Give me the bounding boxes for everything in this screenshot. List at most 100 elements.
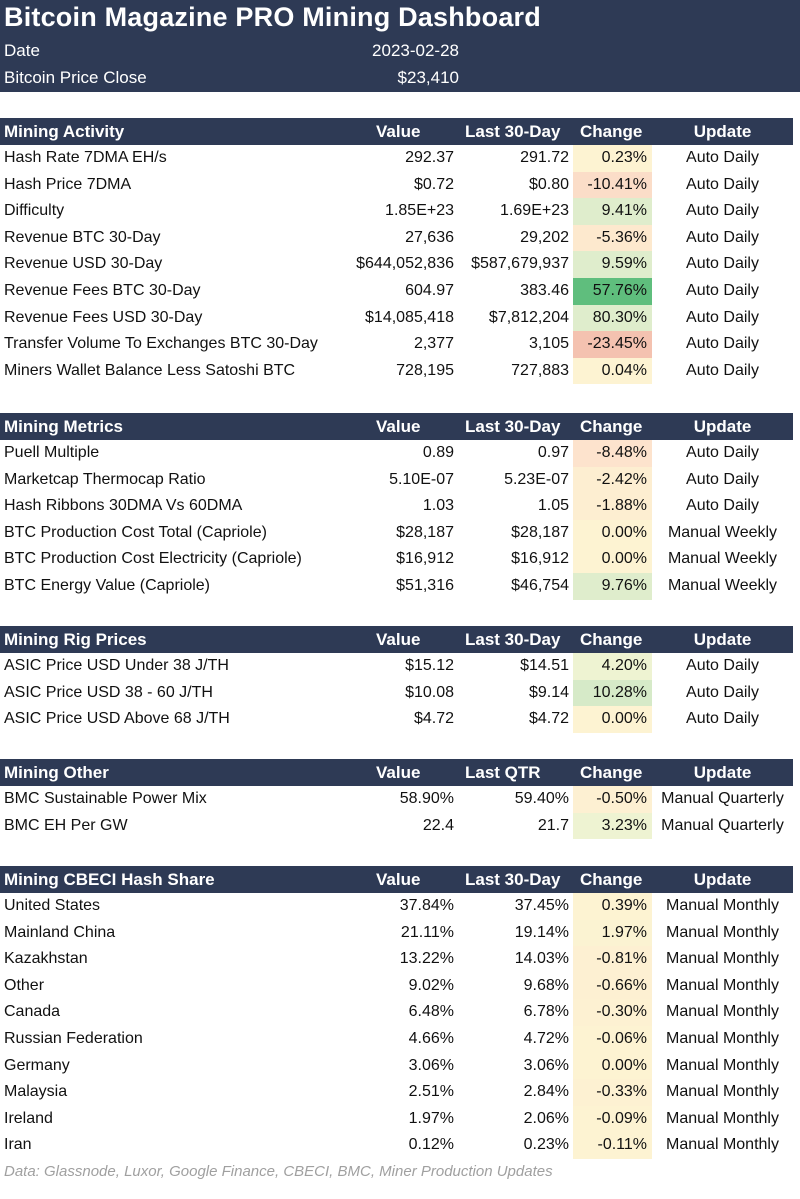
metric-previous: 37.45% (514, 897, 569, 914)
metric-change: 10.28% (573, 679, 652, 707)
metric-previous: 29,202 (520, 228, 569, 246)
metric-name: United States (4, 897, 101, 914)
metric-value: 27,636 (405, 228, 454, 246)
metric-name: Revenue Fees BTC 30-Day (4, 281, 201, 299)
metric-change: -0.81% (573, 946, 652, 973)
table-row: ASIC Price USD Above 68 J/TH $4.72 $4.72 0.… (0, 706, 793, 733)
metric-update: Manual Monthly (666, 976, 779, 994)
table-row: Hash Price 7DMA $0.72 $0.80 -10.41% Auto Dai… (0, 171, 793, 199)
metric-change: -0.11% (573, 1132, 652, 1159)
metric-change: 9.59% (573, 251, 652, 278)
data-source-footer: Data: Glassnode, Luxor, Google Finance, … (4, 1163, 553, 1180)
date-value: 2023-02-28 (372, 41, 459, 60)
metric-change: 0.00% (573, 1052, 652, 1080)
metric-update: Manual Monthly (666, 1109, 779, 1127)
table-row: Miners Wallet Balance Less Satoshi BTC 72… (0, 357, 793, 385)
metric-previous: 727,883 (511, 361, 569, 379)
metric-update: Auto Daily (686, 683, 759, 701)
change-column-header: Change (580, 870, 643, 889)
metric-value: 1.85E+23 (385, 202, 454, 220)
metric-value: $15.12 (405, 657, 454, 674)
metric-previous: 6.78% (523, 1003, 569, 1021)
metric-name: Kazakhstan (4, 950, 88, 968)
metric-update: Manual Quarterly (661, 816, 784, 834)
table-row: Russian Federation 4.66% 4.72% -0.06% Manual… (0, 1025, 793, 1053)
dashboard-header: Bitcoin Magazine PRO Mining Dashboard Da… (0, 0, 800, 92)
page-title: Bitcoin Magazine PRO Mining Dashboard (4, 2, 541, 32)
metric-change: -5.36% (573, 224, 652, 252)
metric-value: $644,052,836 (356, 255, 454, 273)
metric-name: Germany (4, 1056, 70, 1074)
metric-name: Other (4, 976, 45, 994)
metric-value: $16,912 (396, 550, 454, 568)
metric-value: 0.89 (422, 444, 454, 461)
metric-previous: $46,754 (511, 576, 569, 594)
metric-name: BTC Production Cost Total (Capriole) (4, 523, 267, 541)
metric-value: 13.22% (399, 950, 454, 968)
previous-column-header: Last QTR (465, 763, 541, 782)
metric-update: Manual Weekly (667, 576, 778, 594)
price-label: Bitcoin Price Close (4, 68, 147, 87)
metric-change: 3.23% (573, 812, 652, 840)
section-header: Mining Other Value Last QTR Change Update (0, 759, 793, 786)
section-table: Mining Activity Value Last 30-Day Change Upd… (0, 118, 793, 385)
change-column-header: Change (580, 630, 643, 649)
metric-update: Manual Monthly (666, 1083, 779, 1101)
metric-update: Manual Monthly (666, 897, 779, 914)
metric-change: 0.00% (573, 519, 652, 547)
metric-change: 1.97% (573, 919, 652, 947)
metric-value: 6.48% (408, 1003, 454, 1021)
table-row: BTC Energy Value (Capriole) $51,316 $46,75… (0, 572, 793, 600)
metric-previous: $16,912 (511, 550, 569, 568)
section-title: Mining Metrics (4, 417, 124, 436)
metric-previous: 0.23% (523, 1136, 569, 1154)
table-row: Kazakhstan 13.22% 14.03% -0.81% Manual Month… (0, 946, 793, 973)
metric-update: Auto Daily (686, 497, 759, 515)
metric-change: 9.76% (573, 572, 652, 600)
previous-column-header: Last 30-Day (465, 870, 561, 889)
metric-name: Canada (4, 1003, 61, 1021)
metric-value: 1.03 (422, 497, 454, 515)
metric-previous: 5.23E-07 (504, 470, 569, 488)
metric-name: BMC EH Per GW (4, 816, 128, 834)
metric-previous: 21.7 (537, 816, 569, 834)
metric-name: ASIC Price USD Above 68 J/TH (4, 710, 230, 728)
previous-column-header: Last 30-Day (465, 630, 561, 649)
section-table: Mining Metrics Value Last 30-Day Change Upda… (0, 413, 793, 600)
metric-update: Auto Daily (686, 202, 759, 220)
metric-change: -23.45% (573, 331, 652, 358)
metric-previous: 3,105 (528, 335, 569, 353)
metric-previous: 19.14% (514, 923, 569, 941)
update-column-header: Update (693, 763, 752, 782)
metric-value: 9.02% (408, 976, 454, 994)
metric-value: 2.51% (408, 1083, 454, 1101)
metric-name: BMC Sustainable Power Mix (4, 790, 207, 807)
metric-value: 0.12% (408, 1136, 454, 1154)
table-row: BMC EH Per GW 22.4 21.7 3.23% Manual Quarter… (0, 812, 793, 840)
metric-previous: 4.72% (523, 1029, 569, 1047)
table-row: Germany 3.06% 3.06% 0.00% Manual Monthly (0, 1052, 793, 1080)
metric-update: Manual Quarterly (661, 790, 784, 807)
metric-value: 21.11% (400, 923, 454, 941)
update-column-header: Update (693, 870, 752, 889)
metric-previous: $9.14 (528, 683, 569, 701)
table-row: Difficulty 1.85E+23 1.69E+23 9.41% Auto Dail… (0, 198, 793, 225)
metric-value: 5.10E-07 (389, 470, 454, 488)
metric-previous: $28,187 (511, 523, 569, 541)
metric-value: 1.97% (408, 1109, 454, 1127)
metric-previous: 14.03% (514, 950, 569, 968)
metric-name: Malaysia (4, 1083, 68, 1101)
metric-value: 22.4 (422, 816, 454, 834)
metric-update: Auto Daily (686, 255, 759, 273)
metric-value: $10.08 (405, 683, 454, 701)
table-row: Mainland China 21.11% 19.14% 1.97% Manual Mo… (0, 919, 793, 947)
metric-value: 604.97 (405, 281, 454, 299)
metric-name: BTC Production Cost Electricity (Capriol… (4, 550, 302, 568)
metric-name: Revenue USD 30-Day (4, 255, 163, 273)
section-title: Mining Activity (4, 122, 125, 141)
metric-name: Puell Multiple (4, 444, 100, 461)
table-row: Hash Rate 7DMA EH/s 292.37 291.72 0.23% Auto… (0, 145, 793, 172)
section-table: Mining Rig Prices Value Last 30-Day Change U… (0, 626, 793, 733)
metric-change: -2.42% (573, 466, 652, 494)
metric-update: Manual Monthly (666, 950, 779, 968)
